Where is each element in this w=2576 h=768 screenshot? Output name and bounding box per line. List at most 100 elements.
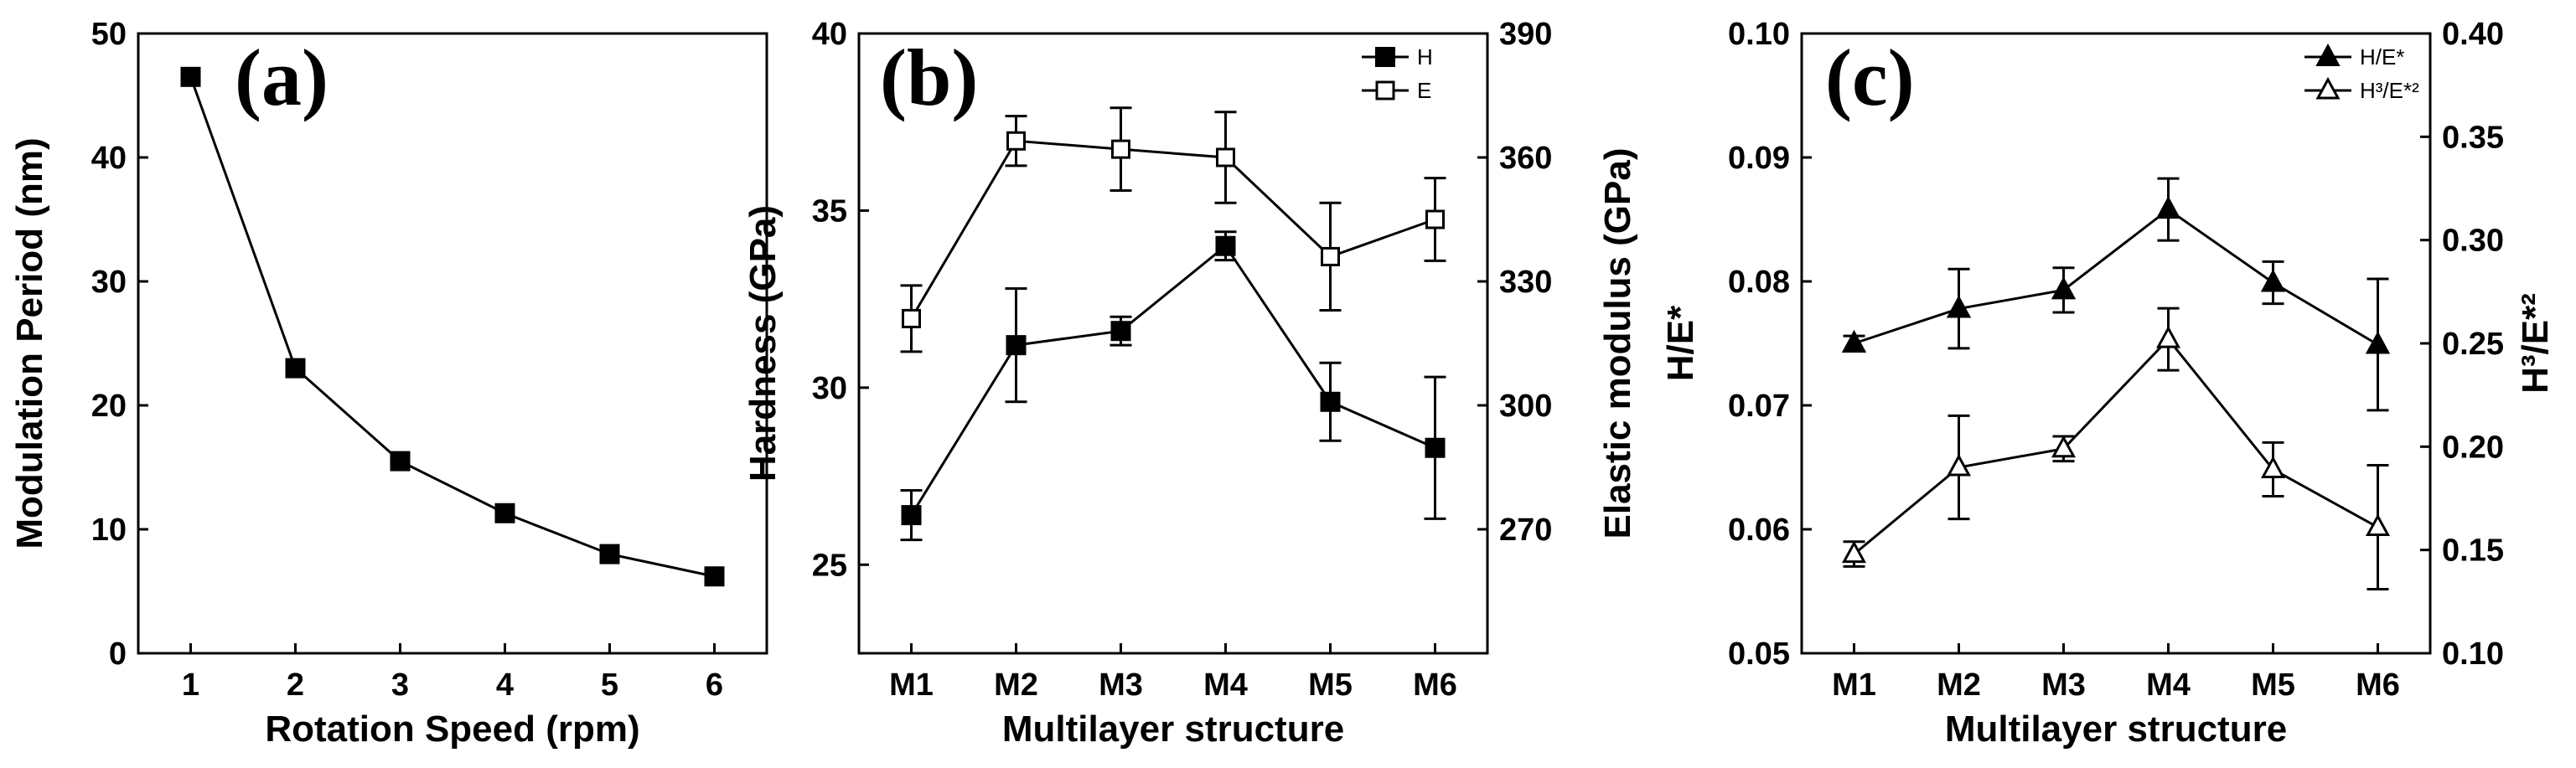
y-axis-label: Hardness (GPa): [742, 205, 784, 482]
x-tick-label: M1: [1832, 667, 1876, 703]
y-tick-label: 25: [812, 548, 847, 583]
x-tick-label: M6: [2356, 667, 2400, 703]
y-right-tick-label: 0.15: [2442, 533, 2504, 569]
data-point: [2051, 435, 2077, 458]
plot-frame: [1800, 32, 2432, 655]
data-point: [2260, 456, 2286, 478]
panel-a: 1 2 3 4 5 6 0 10 20 30 40 50 Rotation Speed (rpm) Mod…: [9, 17, 768, 750]
data-point: [1006, 335, 1027, 356]
x-tick-label: M3: [1099, 667, 1143, 703]
y-right-tick-label: 0.10: [2442, 637, 2504, 672]
panel-label: (a): [235, 33, 328, 122]
y-right-tick-label: 360: [1499, 141, 1552, 176]
y-tick-label: 0.09: [1728, 141, 1790, 176]
y-right-axis-label: Elastic modulus (GPa): [1597, 148, 1638, 539]
data-point: [599, 544, 620, 564]
panel-c: M1 M2 M3 M4 M5 M6 0.05 0.06 0.07 0.08 0.09 0.10 0.10…: [1660, 17, 2556, 750]
data-point: [1320, 391, 1341, 412]
legend: H/E* H³/E*²: [2304, 43, 2419, 103]
data-point: [1841, 540, 1867, 564]
legend-entry: H/E*: [2360, 44, 2404, 70]
y-tick-label: 50: [91, 17, 127, 52]
y-tick-label: 0.07: [1728, 389, 1790, 424]
y-tick-label: 0.06: [1728, 513, 1790, 548]
data-point: [2365, 331, 2391, 354]
plot-frame: [137, 32, 768, 655]
legend-marker: [1375, 80, 1395, 101]
legend-marker: [2315, 76, 2341, 100]
y-right-tick-label: 390: [1499, 17, 1552, 52]
data-point: [704, 566, 725, 587]
panel-label: (b): [880, 33, 978, 122]
series-line: [1853, 337, 2379, 555]
x-tick-label: 4: [496, 667, 514, 703]
data-point: [1111, 139, 1130, 159]
data-point: [1216, 147, 1235, 168]
panel-b: M1 M2 M3 M4 M5 M6 25 30 35 40 270 300 330 360 390 Multi…: [742, 17, 1638, 750]
y-axis-label: H/E*: [1660, 305, 1701, 381]
data-point: [1110, 321, 1131, 342]
y-right-tick-label: 270: [1499, 513, 1552, 548]
data-point: [1321, 246, 1340, 266]
x-tick-label: 1: [182, 667, 199, 703]
data-point: [494, 503, 515, 523]
x-tick-label: M5: [1308, 667, 1353, 703]
data-point: [390, 451, 411, 472]
x-tick-label: M6: [1413, 667, 1457, 703]
legend-entry: H³/E*²: [2360, 78, 2419, 103]
y-right-tick-label: 0.40: [2442, 17, 2504, 52]
y-tick-label: 35: [812, 193, 847, 229]
data-point: [902, 308, 921, 328]
data-point: [2365, 513, 2391, 537]
y-right-tick-label: 0.25: [2442, 327, 2504, 362]
legend: HE: [1362, 44, 1433, 103]
x-tick-label: M4: [1203, 667, 1248, 703]
y-tick-label: 40: [812, 17, 847, 52]
legend-marker: [2315, 43, 2341, 66]
legend-entry: E: [1417, 78, 1431, 103]
x-tick-label: M1: [889, 667, 934, 703]
x-tick-label: M2: [994, 667, 1038, 703]
data-point: [285, 358, 306, 379]
y-tick-label: 0.08: [1728, 265, 1790, 300]
data-point: [1841, 329, 1867, 353]
data-point: [1946, 295, 1972, 318]
x-tick-label: 6: [706, 667, 723, 703]
y-right-tick-label: 0.20: [2442, 430, 2504, 465]
data-point: [1946, 453, 1972, 477]
y-right-tick-label: 330: [1499, 265, 1552, 300]
y-tick-label: 30: [812, 371, 847, 406]
x-tick-label: 2: [287, 667, 304, 703]
data-point: [180, 66, 201, 87]
y-tick-label: 0.10: [1728, 17, 1790, 52]
y-tick-label: 20: [91, 389, 127, 424]
y-tick-label: 40: [91, 141, 127, 176]
x-tick-label: 5: [601, 667, 618, 703]
series-H/E*: [1841, 177, 2391, 412]
panel-label: (c): [1825, 33, 1915, 122]
series-line: [189, 76, 715, 578]
data-point: [1006, 131, 1026, 151]
x-axis-label: Rotation Speed (rpm): [265, 709, 639, 750]
data-point: [2260, 269, 2286, 292]
data-point: [2155, 196, 2181, 219]
x-tick-label: M4: [2146, 667, 2191, 703]
x-tick-label: 3: [391, 667, 409, 703]
y-axis-label: Modulation Period (nm): [9, 137, 50, 549]
plot-frame: [857, 32, 1489, 655]
y-tick-label: 30: [91, 265, 127, 300]
x-axis-label: Multilayer structure: [1002, 709, 1344, 750]
series-H³/E*²: [1841, 307, 2391, 591]
data-point: [901, 505, 922, 526]
data-point: [2155, 325, 2181, 348]
y-right-tick-label: 300: [1499, 389, 1552, 424]
series-line: [910, 139, 1436, 320]
x-tick-label: M5: [2251, 667, 2295, 703]
data-point: [1215, 235, 1236, 256]
data-point: [1425, 209, 1445, 229]
y-tick-label: 0: [109, 637, 127, 672]
y-right-tick-label: 0.35: [2442, 120, 2504, 155]
y-tick-label: 0.05: [1728, 637, 1790, 672]
legend-marker: [1375, 47, 1395, 67]
